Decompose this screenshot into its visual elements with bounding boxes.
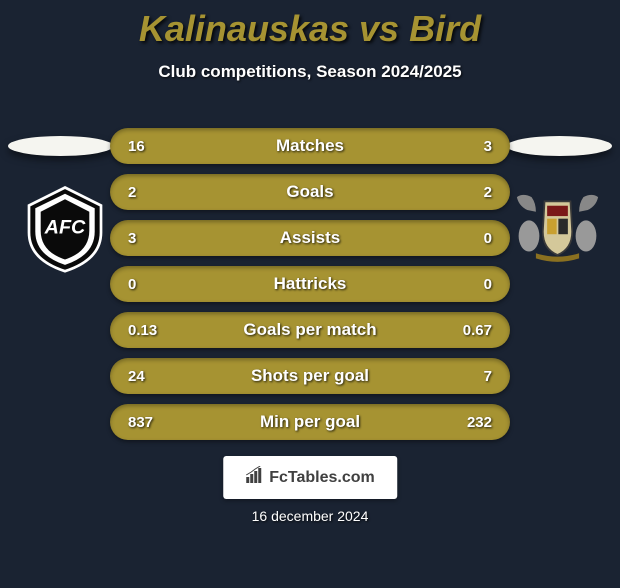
ellipse-right — [507, 136, 612, 156]
stat-row: 837 Min per goal 232 — [110, 404, 510, 440]
stat-row: 0.13 Goals per match 0.67 — [110, 312, 510, 348]
stat-value-left: 0 — [128, 276, 136, 293]
stat-label: Goals per match — [243, 320, 376, 340]
page-title: Kalinauskas vs Bird — [0, 8, 620, 50]
stat-value-right: 0 — [484, 276, 492, 293]
stat-value-left: 3 — [128, 230, 136, 247]
stat-bar: 837 Min per goal 232 — [110, 404, 510, 440]
stat-value-right: 0.67 — [463, 322, 492, 339]
stat-value-left: 2 — [128, 184, 136, 201]
stat-bar: 16 Matches 3 — [110, 128, 510, 164]
fctables-label: FcTables.com — [269, 469, 375, 487]
stat-row: 3 Assists 0 — [110, 220, 510, 256]
stat-label: Assists — [280, 228, 340, 248]
stat-bar: 3 Assists 0 — [110, 220, 510, 256]
stat-value-right: 232 — [467, 414, 492, 431]
stat-value-left: 16 — [128, 138, 145, 155]
stat-label: Goals — [286, 182, 333, 202]
stat-label: Min per goal — [260, 412, 360, 432]
stat-label: Hattricks — [274, 274, 347, 294]
stat-row: 2 Goals 2 — [110, 174, 510, 210]
svg-text:AFC: AFC — [44, 216, 86, 238]
chart-icon — [245, 466, 263, 489]
date-text: 16 december 2024 — [252, 508, 369, 524]
stat-bar: 24 Shots per goal 7 — [110, 358, 510, 394]
bars-container: 16 Matches 3 2 Goals 2 3 Assists 0 0 Hattricks 0 0.1… — [110, 128, 510, 450]
ellipse-left — [8, 136, 113, 156]
fctables-badge: FcTables.com — [223, 456, 397, 499]
stat-bar: 0 Hattricks 0 — [110, 266, 510, 302]
stat-row: 24 Shots per goal 7 — [110, 358, 510, 394]
stat-bar: 0.13 Goals per match 0.67 — [110, 312, 510, 348]
crest-right — [510, 183, 605, 263]
stat-value-right: 3 — [484, 138, 492, 155]
subtitle: Club competitions, Season 2024/2025 — [0, 62, 620, 82]
stat-value-right: 7 — [484, 368, 492, 385]
stat-value-right: 0 — [484, 230, 492, 247]
stat-label: Shots per goal — [251, 366, 369, 386]
stat-value-right: 2 — [484, 184, 492, 201]
stat-value-left: 0.13 — [128, 322, 157, 339]
stat-value-left: 837 — [128, 414, 153, 431]
crest-left: AFC — [20, 183, 110, 273]
stat-row: 0 Hattricks 0 — [110, 266, 510, 302]
stat-row: 16 Matches 3 — [110, 128, 510, 164]
stat-value-left: 24 — [128, 368, 145, 385]
stat-bar: 2 Goals 2 — [110, 174, 510, 210]
stat-label: Matches — [276, 136, 344, 156]
